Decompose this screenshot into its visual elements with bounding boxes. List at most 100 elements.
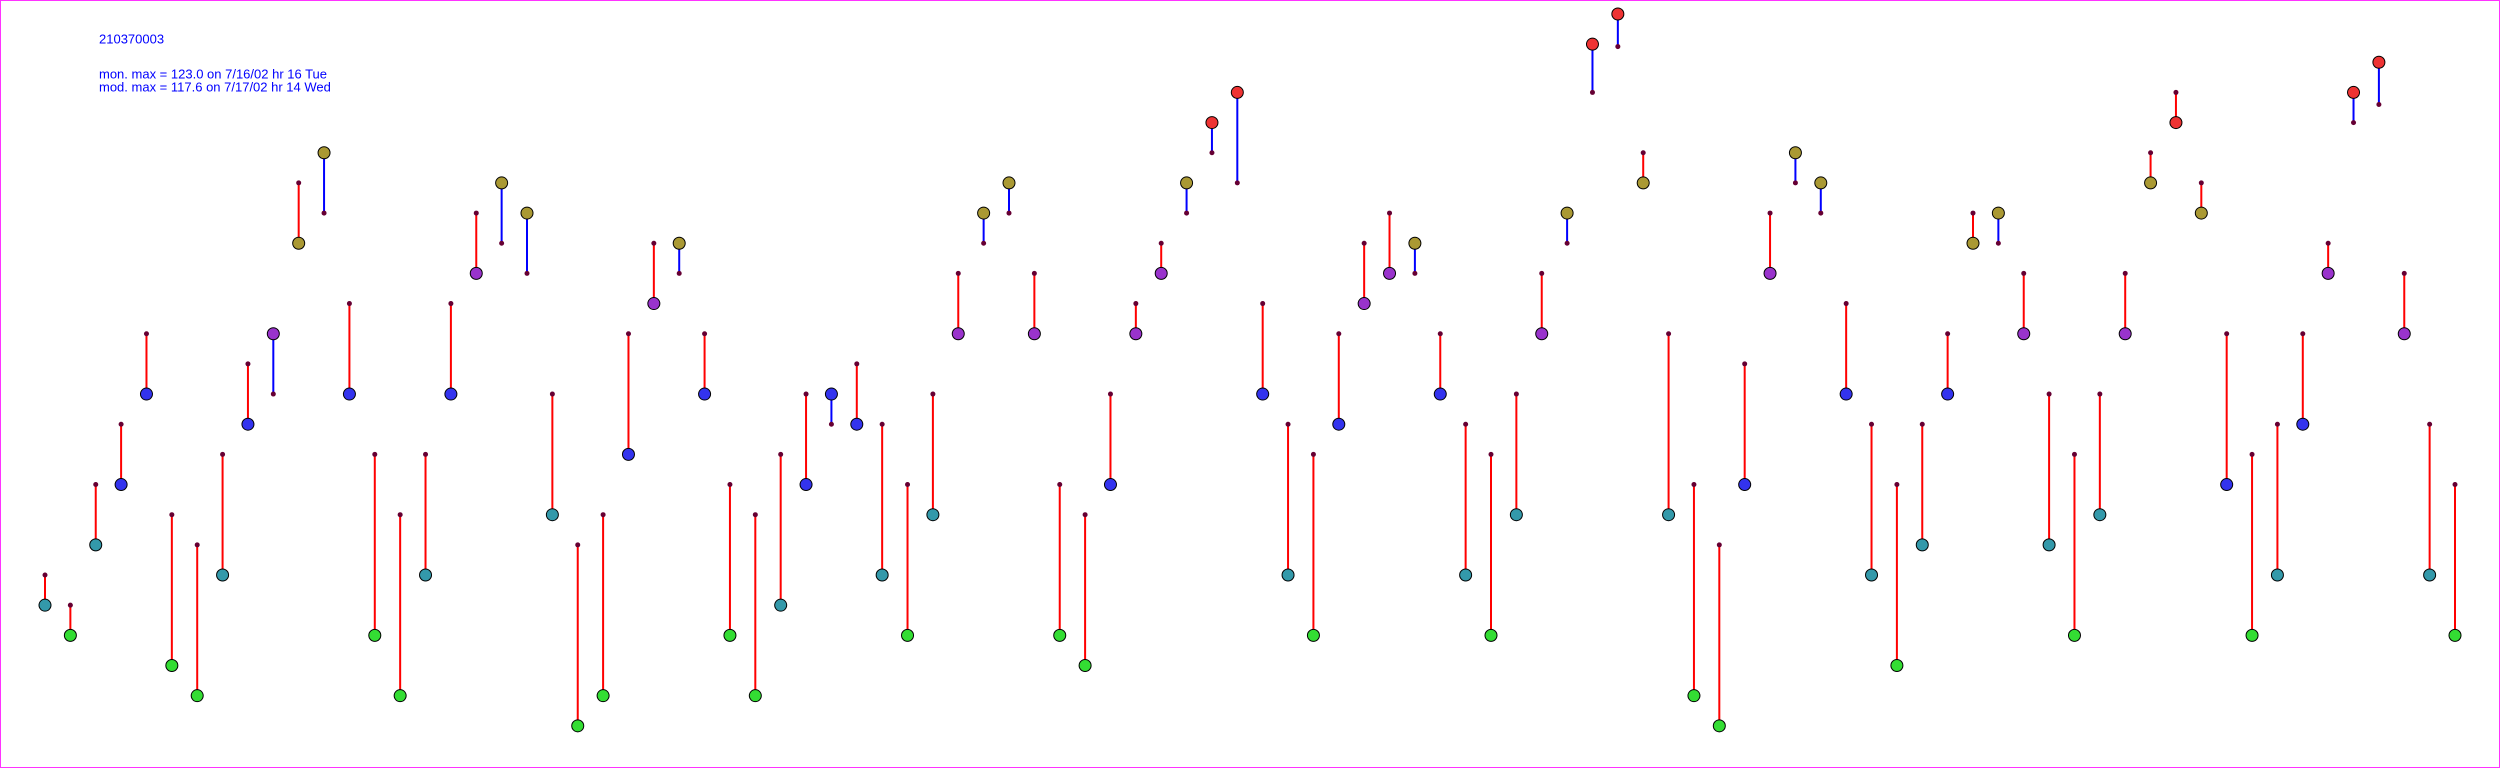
model-tip: [1336, 331, 1342, 337]
model-tip: [448, 301, 454, 307]
model-tip: [220, 451, 226, 457]
model-tip: [752, 512, 758, 518]
model-tip: [2148, 150, 2154, 156]
model-tip: [1310, 451, 1316, 457]
monitor-marker: [1256, 387, 1270, 401]
model-tip: [1412, 270, 1418, 276]
monitor-marker: [723, 628, 737, 642]
monitor-marker: [1154, 266, 1168, 280]
monitor-marker: [647, 297, 661, 311]
monitor-marker: [698, 387, 712, 401]
model-tip: [1970, 210, 1976, 216]
monitor-marker: [2067, 628, 2081, 642]
model-tip: [2300, 331, 2306, 337]
model-tip: [1640, 150, 1646, 156]
monitor-marker: [241, 417, 255, 431]
monitor-marker: [190, 689, 204, 703]
model-tip: [42, 572, 48, 578]
monitor-marker: [1941, 387, 1955, 401]
monitor-marker: [774, 598, 788, 612]
monitor-marker: [2093, 508, 2107, 522]
monitor-marker: [2372, 55, 2386, 69]
model-tip: [169, 512, 175, 518]
monitor-marker: [165, 659, 179, 673]
model-tip: [1285, 421, 1291, 427]
monitor-marker: [2321, 266, 2335, 280]
model-tip: [955, 270, 961, 276]
model-tip: [2173, 89, 2179, 95]
monitor-marker: [1103, 478, 1117, 492]
monitor-marker: [1078, 659, 1092, 673]
monitor-marker: [1966, 236, 1980, 250]
model-tip: [397, 512, 403, 518]
monitor-marker: [38, 598, 52, 612]
model-tip: [2097, 391, 2103, 397]
model-tip: [981, 240, 987, 246]
monitor-marker: [2169, 116, 2183, 130]
monitor-marker: [2118, 327, 2132, 341]
model-tip: [1691, 482, 1697, 488]
monitor-marker: [748, 689, 762, 703]
monitor-marker: [2423, 568, 2437, 582]
monitor-marker: [1383, 266, 1397, 280]
monitor-marker: [444, 387, 458, 401]
model-tip: [1945, 331, 1951, 337]
monitor-marker: [1865, 568, 1879, 582]
monitor-marker: [393, 689, 407, 703]
monitor-marker: [1129, 327, 1143, 341]
model-tip: [1057, 482, 1063, 488]
monitor-marker: [2220, 478, 2234, 492]
model-tip: [2427, 421, 2433, 427]
monitor-marker: [1687, 689, 1701, 703]
monitor-marker: [1560, 206, 1574, 220]
model-tip: [2401, 270, 2407, 276]
monitor-marker: [1306, 628, 1320, 642]
monitor-marker: [266, 327, 280, 341]
model-tip: [1107, 391, 1113, 397]
monitor-marker: [1281, 568, 1295, 582]
model-tip: [296, 180, 302, 186]
monitor-marker: [139, 387, 153, 401]
model-tip: [143, 331, 149, 337]
monitor-marker: [1484, 628, 1498, 642]
model-tip: [2071, 451, 2077, 457]
model-tip: [828, 421, 834, 427]
model-tip: [1513, 391, 1519, 397]
model-tip: [1869, 421, 1875, 427]
model-tip: [1031, 270, 1037, 276]
model-tip: [372, 451, 378, 457]
monitor-marker: [2017, 327, 2031, 341]
monitor-marker: [89, 538, 103, 552]
model-tip: [702, 331, 708, 337]
monitor-marker: [1738, 478, 1752, 492]
model-tip: [1387, 210, 1393, 216]
monitor-marker: [1662, 508, 1676, 522]
model-tip: [575, 542, 581, 548]
model-tip: [1919, 421, 1925, 427]
monitor-marker: [2347, 85, 2361, 99]
monitor-marker: [2042, 538, 2056, 552]
model-tip: [1539, 270, 1545, 276]
monitor-marker: [1205, 116, 1219, 130]
model-tip: [524, 270, 530, 276]
model-tip: [1234, 180, 1240, 186]
monitor-marker: [875, 568, 889, 582]
model-tip: [1843, 301, 1849, 307]
model-tip: [1488, 451, 1494, 457]
model-tip: [2249, 451, 2255, 457]
monitor-marker: [545, 508, 559, 522]
model-tip: [1818, 210, 1824, 216]
monitor-marker: [2296, 417, 2310, 431]
chart-title: 210370003: [99, 31, 164, 46]
monitor-marker: [114, 478, 128, 492]
model-tip: [194, 542, 200, 548]
monitor-marker: [672, 236, 686, 250]
monitor-marker: [2245, 628, 2259, 642]
monitor-marker: [951, 327, 965, 341]
monitor-marker: [1357, 297, 1371, 311]
model-tip: [930, 391, 936, 397]
monitor-marker: [1814, 176, 1828, 190]
model-tip: [1615, 44, 1621, 50]
